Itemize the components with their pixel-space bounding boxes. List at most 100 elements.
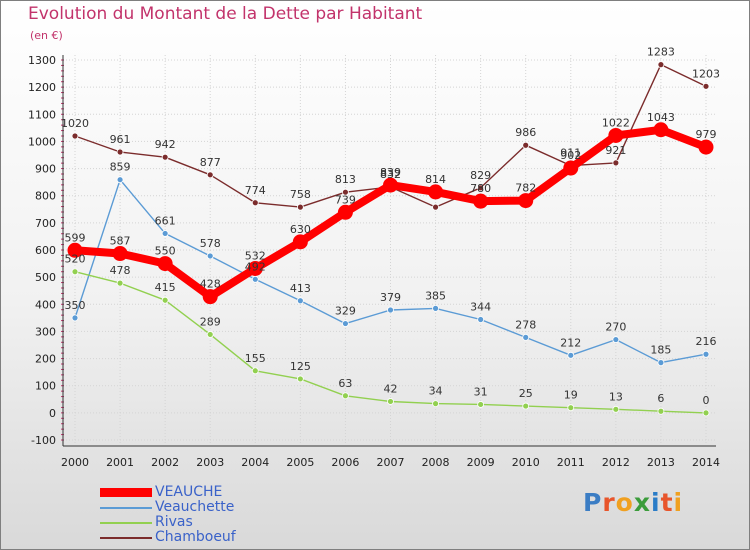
data-point-veauchette [71,314,79,322]
y-tick-label: -100 [31,434,56,447]
data-point-chamboeuf [206,171,214,179]
data-point-veauche [518,193,534,209]
data-point-veauchette [477,316,485,323]
x-tick-label: 2008 [422,456,450,469]
data-label-veauche: 1043 [647,111,675,124]
data-label-rivas: 31 [474,385,488,398]
x-tick-label: 2009 [467,456,495,469]
data-label-veauchette: 344 [470,300,491,313]
x-tick-label: 2001 [106,456,134,469]
legend-label-veauchette: Veauchette [155,499,235,515]
data-label-veauche: 428 [200,278,221,291]
data-point-chamboeuf [71,132,79,140]
x-tick-label: 2006 [331,456,359,469]
x-tick-label: 2011 [557,456,585,469]
data-label-veauche: 550 [155,245,176,258]
data-point-veauchette [522,333,530,341]
data-point-veauche [337,204,353,220]
data-point-rivas [477,401,485,408]
data-label-chamboeuf: 829 [470,169,491,182]
data-point-chamboeuf [612,159,620,167]
data-label-chamboeuf: 921 [605,144,626,157]
data-point-veauche [292,234,308,250]
legend-swatch-veauche [100,488,152,497]
unit-label: (en €) [30,29,63,42]
x-tick-label: 2002 [151,456,179,469]
logo-letter: t [660,488,674,517]
legend-label-chamboeuf: Chamboeuf [155,529,236,545]
data-label-rivas: 289 [200,315,221,328]
data-label-chamboeuf: 877 [200,156,221,169]
data-point-rivas [296,375,304,383]
x-tick-label: 2014 [692,456,720,469]
data-label-rivas: 42 [384,382,398,395]
data-point-rivas [702,409,710,417]
y-tick-label: 800 [35,190,56,203]
data-point-chamboeuf [342,188,349,196]
data-label-rivas: 155 [245,352,266,365]
data-label-rivas: 520 [65,253,86,266]
x-tick-label: 2000 [61,456,89,469]
y-tick-label: 1000 [28,135,56,148]
x-tick-label: 2012 [602,456,630,469]
data-label-veauchette: 185 [650,344,671,357]
data-label-rivas: 0 [703,394,710,407]
data-label-veauche: 979 [696,128,717,141]
data-point-rivas [387,398,394,405]
data-point-rivas [161,296,169,304]
data-point-veauche [608,127,624,143]
data-point-rivas [657,407,665,415]
proxiti-logo: Proxiti [583,488,683,517]
data-point-veauchette [206,252,214,260]
data-point-veauche [653,122,669,138]
x-tick-label: 2007 [377,456,405,469]
data-point-veauche [698,139,714,155]
data-label-rivas: 6 [657,392,664,405]
data-point-veauchette [567,351,575,359]
data-point-veauchette [612,336,620,343]
legend-swatch-veauchette [100,507,152,509]
data-point-veauche [383,177,398,193]
data-point-rivas [342,392,349,400]
data-point-chamboeuf [251,199,259,207]
data-point-chamboeuf [702,82,710,90]
data-label-chamboeuf: 1283 [647,46,675,59]
legend-swatch-rivas [100,522,152,524]
data-label-rivas: 34 [429,385,443,398]
logo-letter: P [583,488,603,517]
data-label-veauchette: 661 [155,214,176,227]
data-point-rivas [251,367,259,375]
data-point-veauche [67,242,83,258]
data-point-rivas [432,400,439,408]
data-label-veauchette: 379 [380,291,401,304]
y-tick-label: 900 [35,163,56,176]
data-label-rivas: 25 [519,387,533,400]
x-tick-label: 2003 [196,456,224,469]
logo-letter: o [615,488,634,517]
data-point-chamboeuf [432,203,439,211]
data-label-rivas: 125 [290,360,311,373]
data-label-veauchette: 216 [696,335,717,348]
y-tick-label: 0 [49,407,56,420]
data-point-veauchette [296,297,304,305]
logo-letter: x [633,488,651,517]
data-label-rivas: 13 [609,390,623,403]
data-point-veauche [157,256,173,272]
data-label-veauche: 739 [335,193,356,206]
data-label-chamboeuf: 942 [155,138,176,151]
data-point-rivas [206,331,214,338]
axes: -100 0 100 200 300 400 500 600 700 800 900 1000 1100… [28,54,720,469]
data-point-rivas [116,279,124,287]
data-label-veauchette: 270 [605,321,626,334]
data-label-veauche: 902 [560,149,581,162]
data-point-veauchette [161,230,169,237]
data-label-chamboeuf: 758 [290,188,311,201]
data-label-veauche: 630 [290,223,311,236]
data-label-chamboeuf: 986 [515,126,536,139]
data-point-veauche [112,246,128,262]
data-point-chamboeuf [657,61,665,69]
data-label-chamboeuf: 774 [245,184,266,197]
data-point-chamboeuf [522,141,530,149]
y-tick-label: 500 [35,271,56,284]
